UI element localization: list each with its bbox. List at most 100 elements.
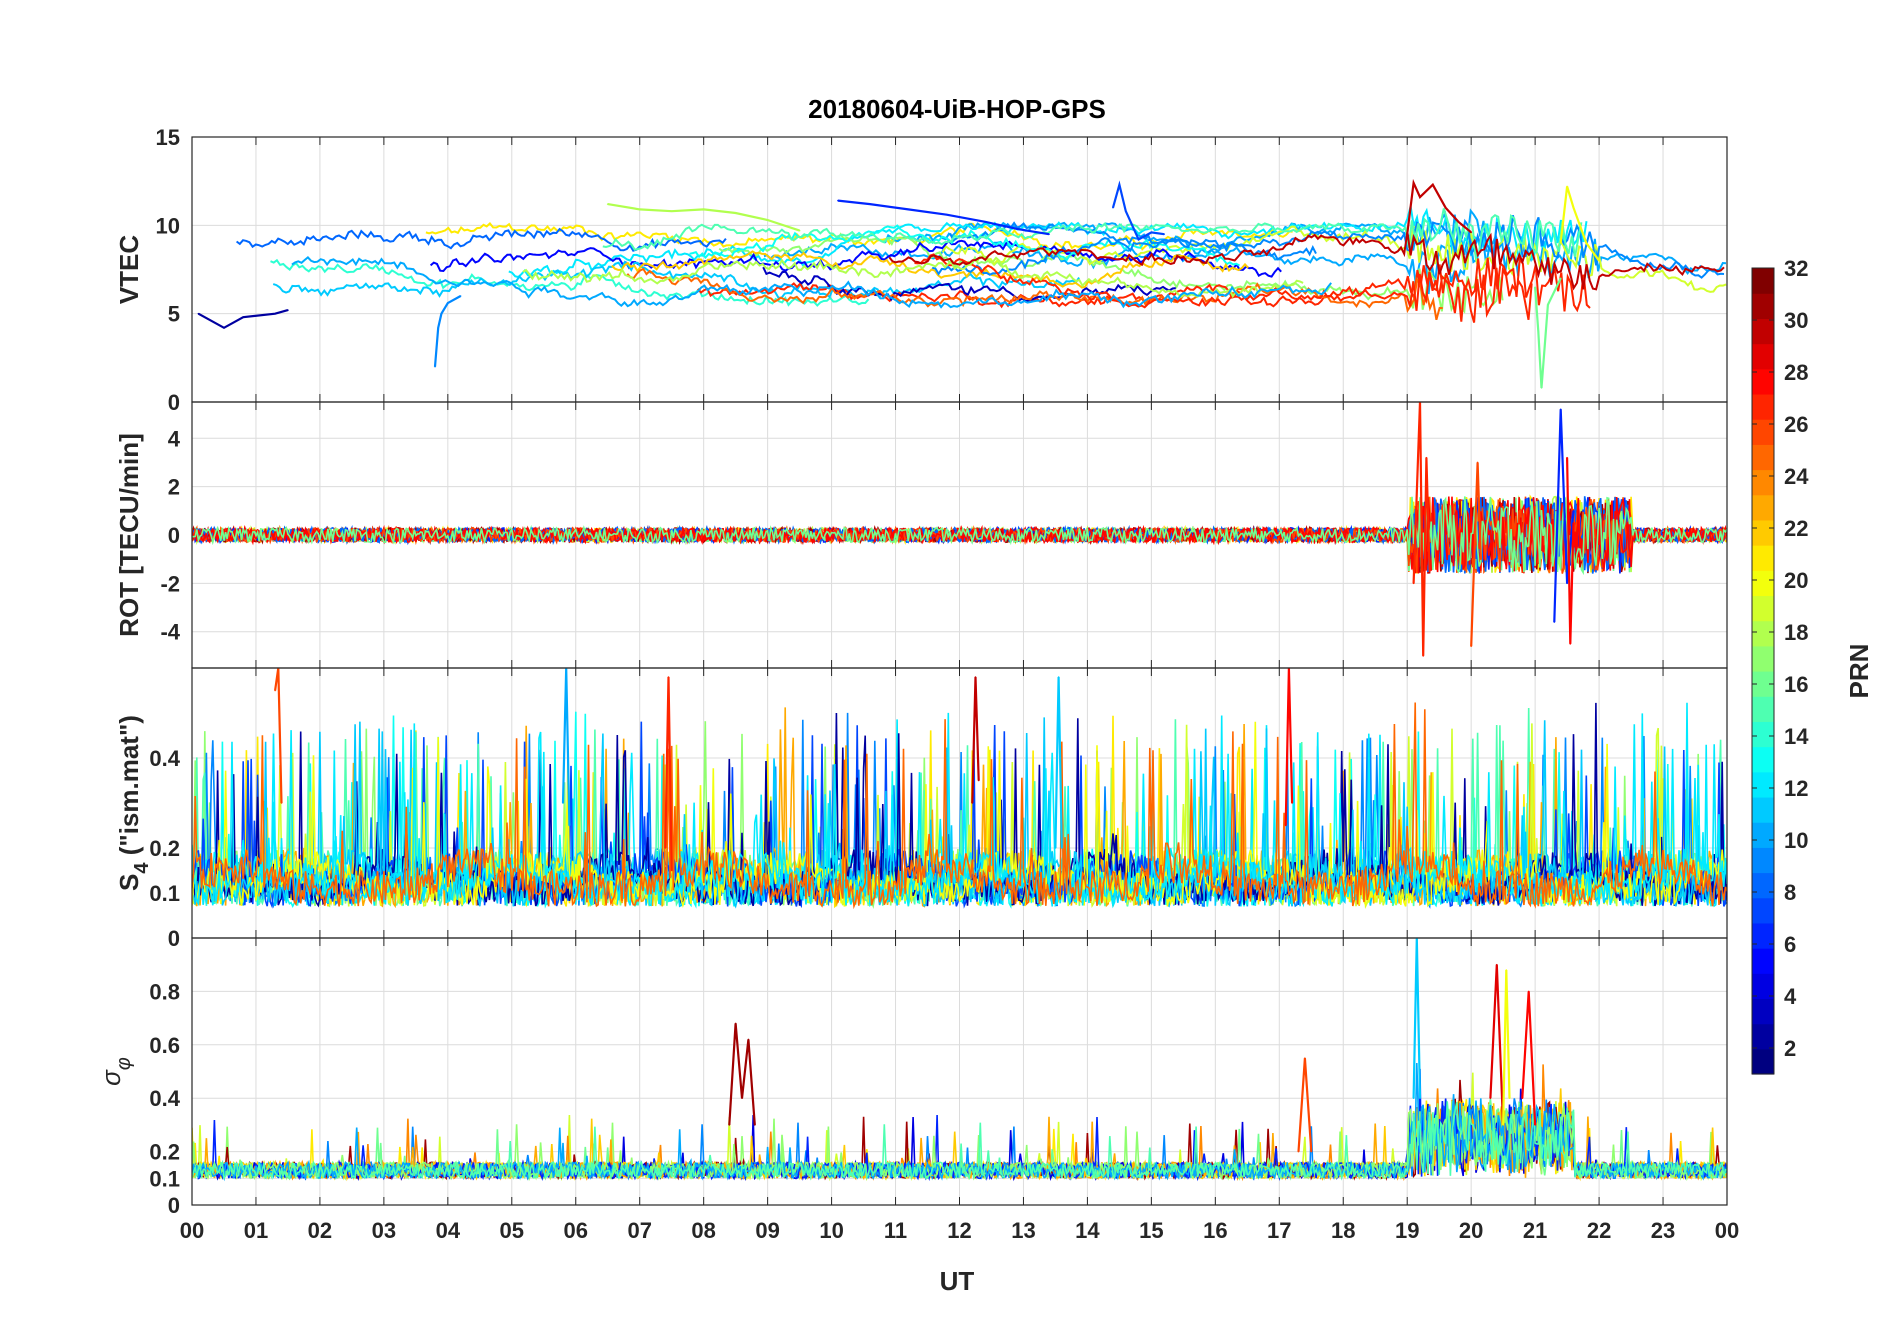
data-point [1428, 570, 1431, 573]
data-point [984, 221, 986, 223]
data-point [1412, 1097, 1415, 1099]
y-axis-label-rot: ROT [TECU/min] [114, 433, 144, 637]
series-prn-6 [1553, 409, 1575, 623]
data-point [287, 309, 289, 311]
data-point [1547, 304, 1549, 306]
colorbar-band [1752, 444, 1774, 471]
y-axis-label-main: σ [96, 1069, 126, 1086]
data-point [274, 689, 276, 692]
data-point [1425, 456, 1428, 459]
colorbar-band [1752, 721, 1774, 748]
data-point [1508, 1097, 1511, 1099]
x-tick-label: 08 [691, 1218, 715, 1243]
trace-prn-14 [270, 258, 870, 307]
x-tick-label: 14 [1075, 1218, 1100, 1243]
data-point [667, 676, 670, 678]
colorbar-band [1752, 343, 1774, 370]
series-prn-28 [1284, 668, 1294, 826]
data-point [1559, 277, 1562, 280]
trace-prn-5 [429, 239, 1282, 278]
data-point [754, 1124, 756, 1126]
colorbar-tick-label: 16 [1784, 672, 1808, 697]
x-tick-label: 06 [564, 1218, 588, 1243]
data-point [1412, 582, 1415, 585]
colorbar-tick-label: 6 [1784, 932, 1796, 957]
data-point [1048, 233, 1050, 235]
x-tick-label: 19 [1395, 1218, 1419, 1243]
data-point [638, 208, 641, 211]
trace-prn-15 [192, 1101, 1727, 1181]
data-point [1572, 510, 1575, 512]
data-point [1412, 182, 1415, 184]
data-point [728, 1124, 731, 1126]
y-tick-label: 0 [168, 523, 180, 548]
y-tick-label: 0.2 [149, 1140, 180, 1165]
panel-sigma_phi: 00.10.2 0.4 0.6 0.8 σφ [96, 937, 1728, 1218]
y-tick-label: 0.8 [149, 979, 180, 1004]
y-tick-label: -4 [160, 620, 180, 645]
x-tick-label: 00 [1715, 1218, 1739, 1243]
x-axis: 00 01 02 03 04 05 06 07 08 09 10 11 12 13 14 15 16 17 18 19… [180, 1218, 1739, 1243]
data-point [1422, 655, 1424, 657]
data-point [1284, 824, 1287, 827]
y-axis-label-vtec: VTEC [114, 235, 144, 305]
data-point [1540, 387, 1543, 389]
x-tick-label: 09 [755, 1218, 779, 1243]
data-point [1470, 645, 1472, 648]
colorbar-band [1752, 393, 1774, 420]
data-point [837, 199, 839, 202]
data-point [670, 869, 673, 872]
series-prn-31 [728, 1023, 756, 1125]
colorbar-band [1752, 595, 1774, 622]
y-tick-label: 0.6 [149, 1033, 180, 1058]
data-point [1457, 221, 1460, 223]
colorbar-band [1752, 973, 1774, 1000]
data-point [1534, 286, 1536, 288]
data-point [766, 219, 769, 221]
colorbar-band [1752, 368, 1774, 395]
data-point [1419, 196, 1421, 198]
data-point [1569, 643, 1572, 645]
data-point [907, 208, 910, 211]
colorbar-band [1752, 922, 1774, 949]
data-point [1444, 206, 1447, 209]
data-point [974, 676, 977, 678]
data-point [1112, 206, 1114, 209]
trace-prn-15 [602, 208, 1583, 261]
trace-prn-18 [522, 255, 1304, 299]
colorbar-band [1752, 822, 1774, 848]
data-point [1559, 242, 1562, 244]
data-point [869, 203, 871, 205]
series-prn-20 [1502, 969, 1511, 1125]
x-tick-label: 23 [1651, 1218, 1675, 1243]
data-point [447, 302, 449, 304]
data-point [1310, 1150, 1313, 1153]
y-tick-label: 0.1 [149, 881, 180, 906]
data-point [734, 1022, 737, 1025]
data-point [223, 327, 225, 329]
data-point [568, 824, 571, 827]
colorbar-band [1752, 796, 1774, 823]
colorbar-tick-label: 30 [1784, 308, 1808, 333]
x-tick-label: 12 [947, 1218, 971, 1243]
data-point [197, 312, 200, 315]
colorbar-tick-label: 18 [1784, 620, 1808, 645]
colorbar-band [1752, 948, 1774, 974]
trace-prn-10 [763, 208, 1488, 270]
data-point [1431, 183, 1434, 186]
colorbar-tick-label: 32 [1784, 256, 1808, 281]
data-point [1572, 206, 1575, 209]
data-point [734, 212, 737, 214]
colorbar-band [1752, 998, 1774, 1025]
x-tick-label: 22 [1587, 1218, 1611, 1243]
x-tick-label: 01 [244, 1218, 268, 1243]
colorbar-band [1752, 570, 1774, 597]
colorbar-tick-label: 20 [1784, 568, 1808, 593]
data-point [1537, 330, 1540, 333]
data-point [1118, 183, 1121, 186]
colorbar-band [1752, 620, 1774, 647]
data-point [1137, 238, 1140, 241]
data-point [437, 327, 440, 329]
x-tick-label: 13 [1011, 1218, 1035, 1243]
